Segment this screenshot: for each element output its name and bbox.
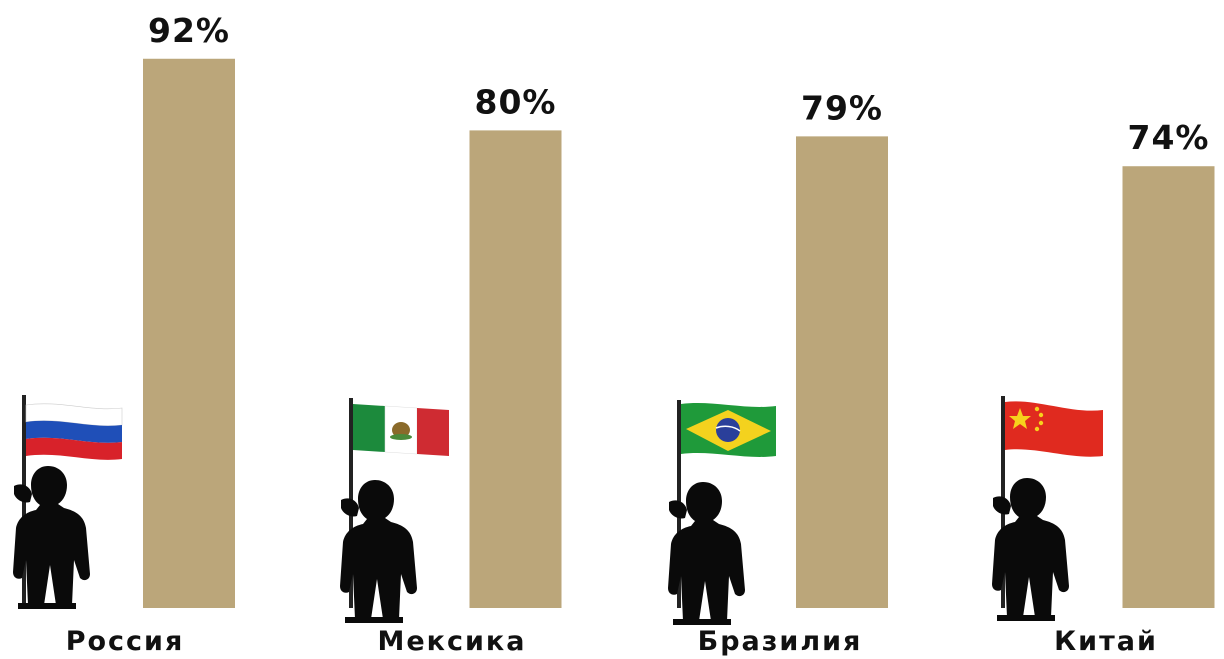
value-label-1: 80%	[475, 82, 557, 121]
value-label-3: 74%	[1128, 118, 1210, 157]
flag-bearer-mexico	[340, 398, 449, 623]
brazil-flag	[681, 403, 776, 457]
category-label-2: Бразилия	[698, 626, 863, 657]
bar-2	[796, 136, 888, 608]
bar-1	[469, 130, 562, 608]
flag-bearer-china	[992, 396, 1103, 621]
bar-0	[143, 58, 235, 608]
category-label-0: Россия	[66, 626, 185, 657]
value-label-2: 79%	[801, 88, 883, 127]
bar-3	[1122, 166, 1215, 608]
russia-flag	[25, 403, 123, 460]
value-label-0: 92%	[148, 11, 230, 50]
mexico-flag	[353, 404, 449, 456]
category-label-3: Китай	[1054, 626, 1158, 657]
category-label-1: Мексика	[378, 626, 527, 657]
flag-bearer-brazil	[668, 400, 776, 625]
flag-bearer-russia	[13, 395, 123, 609]
china-flag	[1005, 401, 1103, 457]
